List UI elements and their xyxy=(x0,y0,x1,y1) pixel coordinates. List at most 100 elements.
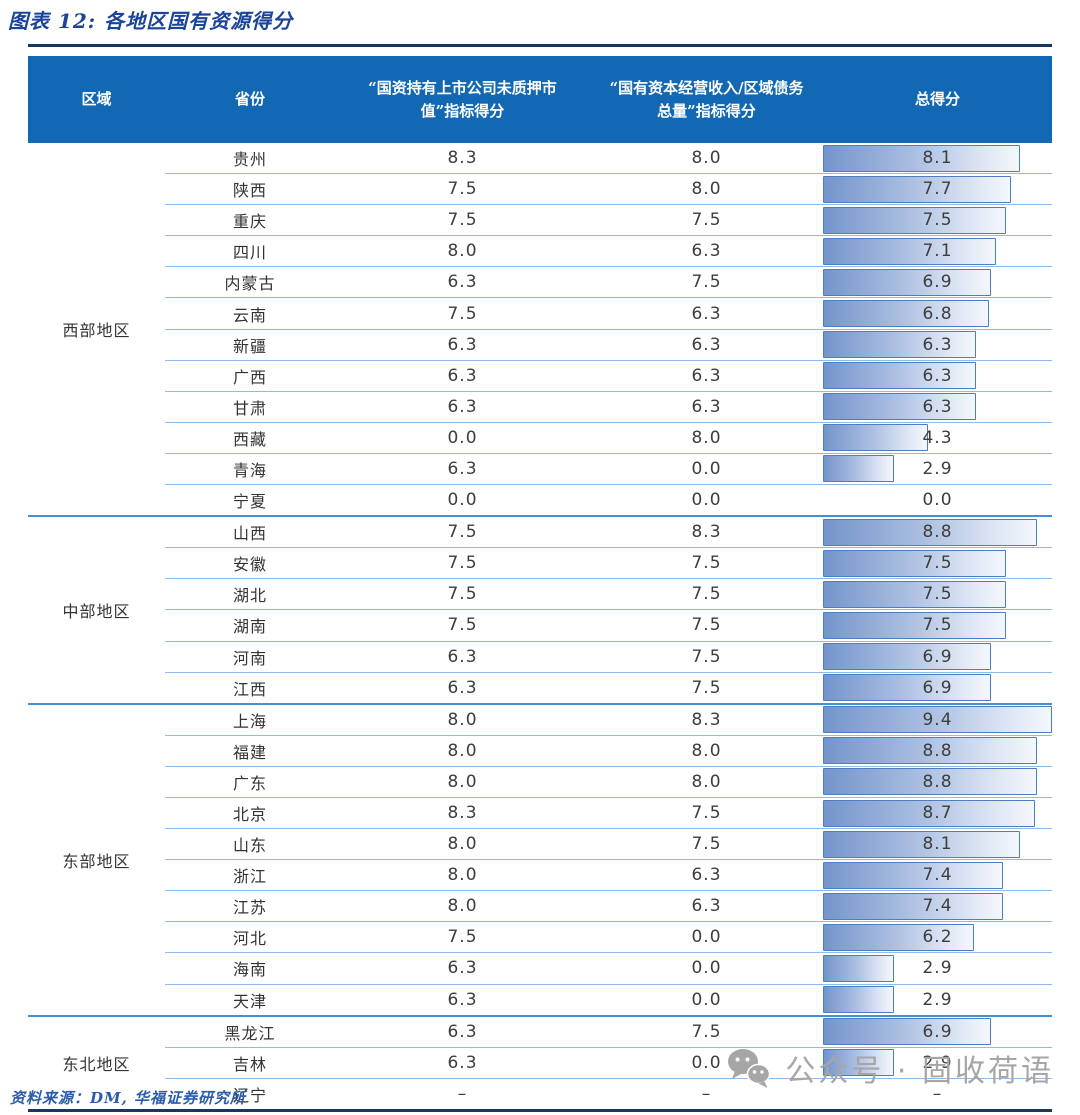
score1-cell: 8.0 xyxy=(335,735,590,767)
province-cell: 河北 xyxy=(165,921,335,954)
total-score-bar-wrap: 7.4 xyxy=(823,892,1052,920)
total-score-cell: 6.9 xyxy=(823,1014,1052,1048)
total-score-bar xyxy=(823,144,1021,172)
score2-cell: 7.5 xyxy=(590,547,823,580)
total-score-bar-wrap: 2.9 xyxy=(823,1049,1052,1077)
total-score-value: 7.5 xyxy=(922,553,953,574)
total-score-value: 4.3 xyxy=(922,427,953,448)
total-score-cell: 6.9 xyxy=(823,266,1052,299)
table-row: 北京 8.3 7.5 8.7 xyxy=(28,797,1052,830)
table-row: 山东 8.0 7.5 8.1 xyxy=(28,828,1052,861)
province-cell: 湖南 xyxy=(165,609,335,642)
province-cell: 浙江 xyxy=(165,859,335,892)
title-divider xyxy=(28,44,1052,47)
table-row: 天津 6.3 0.0 2.9 xyxy=(28,984,1052,1017)
total-score-bar-wrap: 7.5 xyxy=(823,206,1052,234)
score2-cell: 6.3 xyxy=(590,235,823,268)
table-row: 宁夏 0.0 0.0 0.0 xyxy=(28,484,1052,517)
score2-cell: 6.3 xyxy=(590,890,823,923)
total-score-cell: 6.9 xyxy=(823,641,1052,673)
table-row: 湖北 7.5 7.5 7.5 xyxy=(28,578,1052,611)
score1-cell: 0.0 xyxy=(335,422,590,454)
score2-cell: 8.0 xyxy=(590,735,823,767)
score2-cell: 6.3 xyxy=(590,297,823,330)
total-score-cell: 7.4 xyxy=(823,890,1052,923)
table-row: 云南 7.5 6.3 6.8 xyxy=(28,297,1052,330)
total-score-bar xyxy=(823,268,992,296)
total-score-value: 7.7 xyxy=(922,179,953,200)
total-score-bar xyxy=(823,393,977,421)
total-score-cell: 7.7 xyxy=(823,173,1052,206)
total-score-bar-wrap: 2.9 xyxy=(823,455,1052,483)
total-score-value: 6.3 xyxy=(922,365,953,386)
total-score-bar-wrap: 8.8 xyxy=(823,768,1052,796)
total-score-value: 6.9 xyxy=(922,646,953,667)
total-score-cell: – xyxy=(823,1078,1052,1111)
total-score-bar xyxy=(823,518,1038,546)
score2-cell: 6.3 xyxy=(590,859,823,892)
score1-cell: 6.3 xyxy=(335,641,590,673)
total-score-bar-wrap: 7.5 xyxy=(823,549,1052,577)
score2-cell: 0.0 xyxy=(590,453,823,486)
total-score-bar xyxy=(823,206,1006,234)
score2-cell: 8.0 xyxy=(590,766,823,798)
total-score-bar xyxy=(823,861,1004,889)
total-score-bar xyxy=(823,331,977,359)
total-score-cell: 7.4 xyxy=(823,859,1052,892)
province-cell: 江西 xyxy=(165,672,335,705)
total-score-value: 7.5 xyxy=(922,584,953,605)
total-score-bar-wrap: 7.5 xyxy=(823,611,1052,639)
total-score-bar xyxy=(823,923,975,951)
total-score-value: 8.8 xyxy=(922,771,953,792)
score1-cell: 7.5 xyxy=(335,578,590,611)
score1-cell: 8.0 xyxy=(335,859,590,892)
score2-cell: 0.0 xyxy=(590,984,823,1017)
total-score-cell: 8.7 xyxy=(823,797,1052,830)
col-header-score1-line1: “国资持有上市公司未质押市 xyxy=(368,78,557,97)
score1-cell: 6.3 xyxy=(335,952,590,985)
table-row: 江西 6.3 7.5 6.9 xyxy=(28,672,1052,705)
table-row: 广东 8.0 8.0 8.8 xyxy=(28,766,1052,798)
total-score-bar-wrap: – xyxy=(823,1080,1052,1107)
total-score-value: – xyxy=(932,1083,943,1104)
total-score-bar-wrap: 7.4 xyxy=(823,861,1052,889)
total-score-bar xyxy=(823,424,928,452)
score1-cell: 8.3 xyxy=(335,797,590,830)
total-score-cell: 8.8 xyxy=(823,515,1052,549)
total-score-value: 6.9 xyxy=(922,677,953,698)
total-score-bar xyxy=(823,799,1035,827)
table-row: 东部地区 上海 8.0 8.3 9.4 xyxy=(28,702,1052,1017)
watermark-label: 公众号 · 固收荷语 xyxy=(785,1054,1054,1089)
table-row: 甘肃 6.3 6.3 6.3 xyxy=(28,391,1052,423)
score2-cell: 8.0 xyxy=(590,173,823,206)
total-score-cell: 8.1 xyxy=(823,143,1052,175)
total-score-bar-wrap: 6.9 xyxy=(823,268,1052,296)
province-cell: 天津 xyxy=(165,984,335,1017)
score2-cell: 0.0 xyxy=(590,952,823,985)
score1-cell: 6.3 xyxy=(335,453,590,486)
total-score-cell: 7.1 xyxy=(823,235,1052,268)
total-score-cell: 6.8 xyxy=(823,297,1052,330)
score1-cell: 6.3 xyxy=(335,1014,590,1048)
total-score-value: 6.8 xyxy=(922,303,953,324)
province-cell: 湖北 xyxy=(165,578,335,611)
province-cell: 甘肃 xyxy=(165,391,335,423)
province-cell: 山东 xyxy=(165,828,335,861)
total-score-bar-wrap: 8.1 xyxy=(823,144,1052,172)
score1-cell: 6.3 xyxy=(335,329,590,361)
region-cell: 中部地区 xyxy=(28,515,165,705)
col-header-score1: “国资持有上市公司未质押市 值”指标得分 xyxy=(335,56,590,143)
total-score-bar-wrap: 6.3 xyxy=(823,362,1052,390)
total-score-bar xyxy=(823,892,1004,920)
region-cell: 东部地区 xyxy=(28,702,165,1017)
total-score-bar-wrap: 6.9 xyxy=(823,674,1052,702)
total-score-cell: 6.3 xyxy=(823,360,1052,392)
total-score-bar xyxy=(823,737,1038,765)
score2-cell: 7.5 xyxy=(590,672,823,705)
province-cell: 内蒙古 xyxy=(165,266,335,299)
total-score-bar xyxy=(823,830,1021,858)
col-header-total: 总得分 xyxy=(823,56,1052,143)
table-row: 河南 6.3 7.5 6.9 xyxy=(28,641,1052,673)
table-row: 湖南 7.5 7.5 7.5 xyxy=(28,609,1052,642)
